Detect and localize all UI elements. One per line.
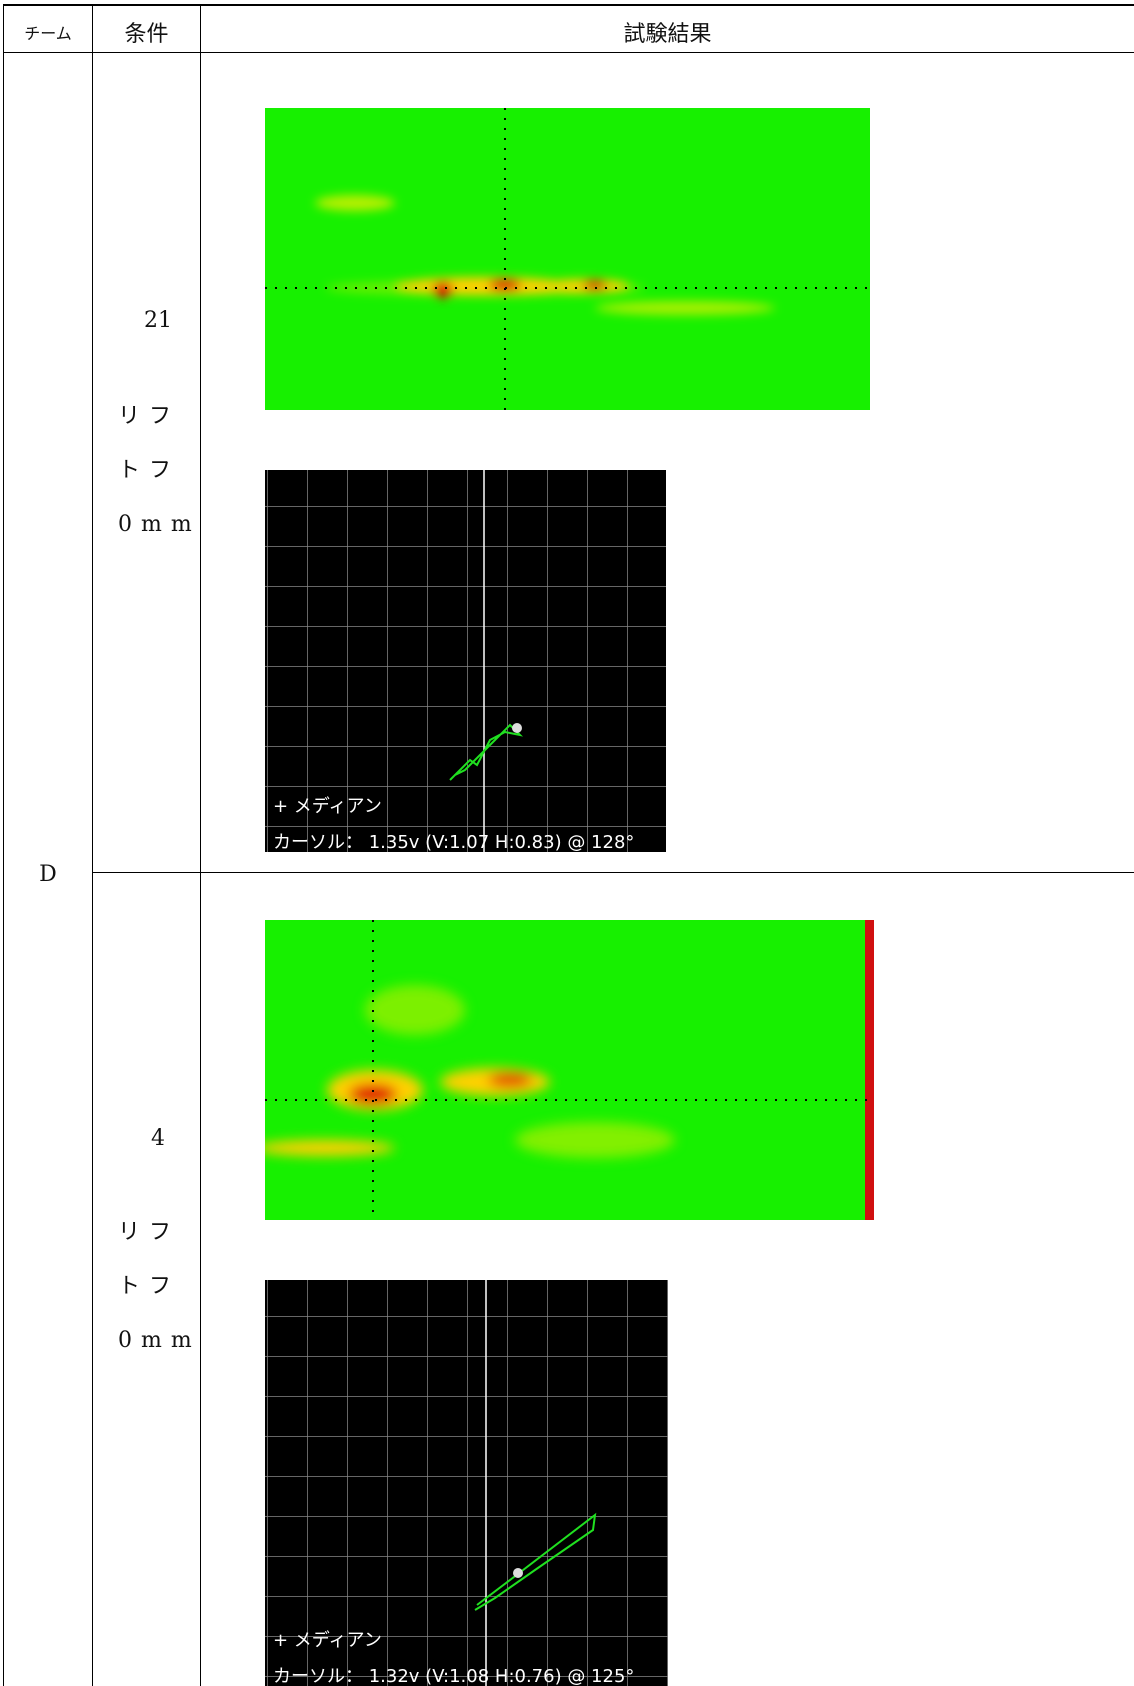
condition: 21	[144, 308, 172, 333]
scope-legend: + メディアン	[273, 1630, 382, 1651]
header-condition: 条件	[124, 22, 169, 47]
lift: リフトフ 0mm	[118, 404, 201, 537]
heatmap	[265, 920, 874, 1220]
border	[3, 4, 4, 1686]
scope-legend: + メディアン	[273, 796, 382, 817]
scope: + メディアン カーソル： 1.35v (V:1.07 H:0.83) @ 12…	[265, 470, 666, 852]
scope: + メディアン カーソル： 1.32v (V:1.08 H:0.76) @ 12…	[265, 1280, 668, 1686]
team: D	[39, 862, 57, 887]
border	[92, 4, 93, 1686]
lift: リフトフ 0mm	[118, 1220, 201, 1353]
border	[92, 872, 1134, 873]
header-result: 試験結果	[623, 22, 712, 47]
border	[3, 52, 1134, 53]
heatmap	[265, 108, 870, 410]
scope-cursor: カーソル： 1.32v (V:1.08 H:0.76) @ 125°	[273, 1666, 634, 1686]
condition: 4	[151, 1126, 165, 1151]
header-team: チーム	[24, 24, 72, 43]
border	[200, 4, 201, 1686]
scope-cursor: カーソル： 1.35v (V:1.07 H:0.83) @ 128°	[273, 832, 634, 852]
border	[3, 4, 1134, 6]
